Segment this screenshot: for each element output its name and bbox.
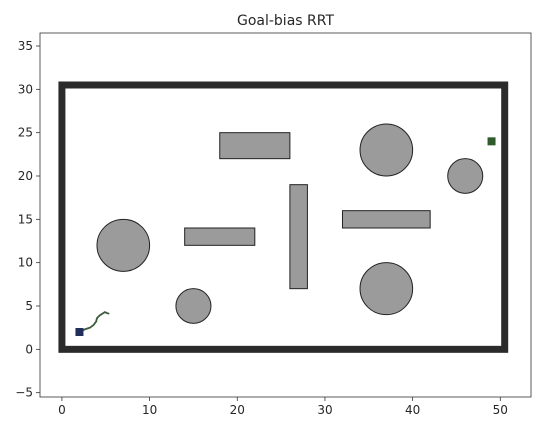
- axes-frame: [39, 32, 532, 398]
- obstacle-circle-1: [447, 158, 484, 194]
- y-tick-label-35: 35: [18, 39, 33, 53]
- goal-marker: [487, 137, 496, 146]
- x-tick-label-40: 40: [405, 403, 420, 417]
- y-tick-label-5: 5: [25, 299, 33, 313]
- obstacle-rect-2: [184, 227, 256, 246]
- x-tick-label-50: 50: [493, 403, 508, 417]
- obstacle-circle-0: [359, 123, 414, 177]
- obstacle-circle-3: [175, 288, 212, 324]
- obstacle-circle-2: [96, 218, 151, 272]
- y-tick-label-20: 20: [18, 169, 33, 183]
- y-tick-label-25: 25: [18, 126, 33, 140]
- boundary-wall: [58, 81, 509, 353]
- obstacle-rect-1: [289, 184, 308, 290]
- plot-area: [58, 81, 509, 353]
- chart-title: Goal-bias RRT: [237, 13, 334, 29]
- rrt-path: [79, 311, 110, 333]
- y-tick-label--5: −5: [15, 386, 33, 400]
- obstacle-rect-3: [341, 210, 431, 229]
- y-tick-label-30: 30: [18, 82, 33, 96]
- obstacle-rect-0: [219, 132, 291, 160]
- plot-contents: [58, 81, 509, 353]
- axes: 0 10 20 30 40 50 −5 0 5 10 15 20 25 30 35: [15, 32, 532, 417]
- x-tick-label-10: 10: [142, 403, 157, 417]
- start-marker: [75, 328, 84, 336]
- y-tick-label-15: 15: [18, 212, 33, 226]
- x-tick-label-20: 20: [230, 403, 245, 417]
- y-tick-label-10: 10: [18, 256, 33, 270]
- obstacle-circle-4: [359, 262, 414, 316]
- x-tick-label-30: 30: [317, 403, 332, 417]
- x-tick-label-0: 0: [58, 403, 66, 417]
- y-tick-label-0: 0: [25, 342, 33, 356]
